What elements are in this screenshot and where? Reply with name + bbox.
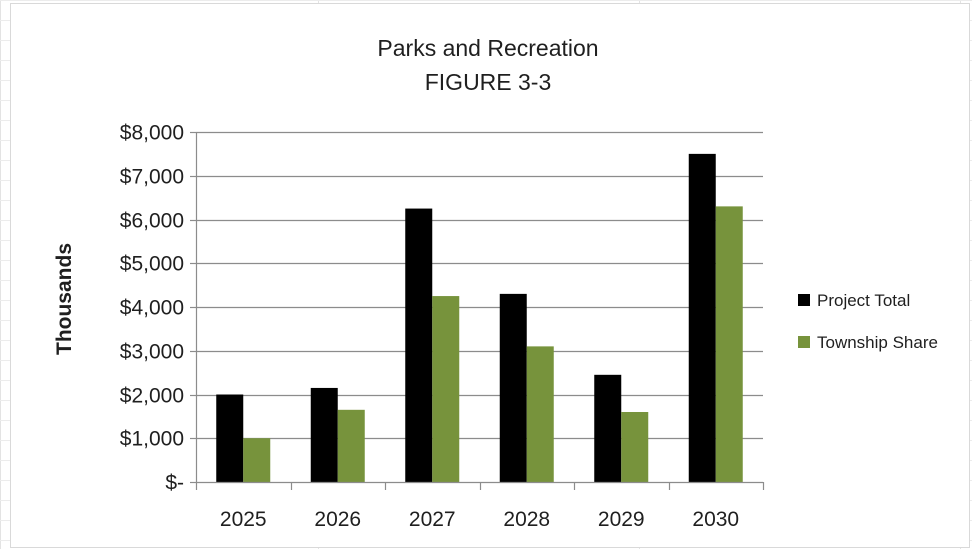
axes: $- $1,000 $2,000 $3,000 $4,000 $5,000 $6,000 $7… [120,122,765,531]
bar-township-share [243,438,271,482]
bar-township-share [337,409,365,482]
bar-project-total [405,208,433,482]
bar-project-total [688,153,716,482]
y-tick-label: $2,000 [120,385,184,408]
x-tick-label: 2030 [692,508,739,531]
chart-subtitle: FIGURE 3-3 [425,69,552,95]
y-tick-label: $6,000 [120,210,184,233]
x-tick-label: 2026 [314,508,361,531]
x-tick-label: 2027 [409,508,456,531]
bar-township-share [621,412,649,482]
y-axis-label: Thousands [53,243,76,355]
y-tick-label: $3,000 [120,341,184,364]
bar-township-share [715,206,743,482]
legend-label: Project Total [817,291,910,310]
bar-township-share [432,296,460,482]
gridlines [196,131,763,440]
legend-label: Township Share [817,333,938,352]
y-tick-label: $7,000 [120,166,184,189]
bar-project-total [216,394,244,482]
chart-area[interactable]: Parks and Recreation FIGURE 3-3 Thousand… [10,3,970,548]
legend-swatch [798,336,810,348]
y-tick-label: $1,000 [120,428,184,451]
y-tick-label: $5,000 [120,253,184,276]
bar-chart: Parks and Recreation FIGURE 3-3 Thousand… [53,35,938,531]
bar-project-total [499,293,527,482]
bar-project-total [310,387,338,482]
x-tick-label: 2029 [598,508,645,531]
y-tick-label: $4,000 [120,297,184,320]
legend: Project Total Township Share [798,291,938,352]
x-tick-label: 2028 [503,508,550,531]
y-tick-label: $- [165,472,184,495]
bar-township-share [526,346,554,482]
x-tick-label: 2025 [220,508,267,531]
y-tick-label: $8,000 [120,122,184,145]
bars [216,153,743,482]
bar-project-total [594,374,622,482]
legend-swatch [798,294,810,306]
chart-title: Parks and Recreation [377,35,598,61]
